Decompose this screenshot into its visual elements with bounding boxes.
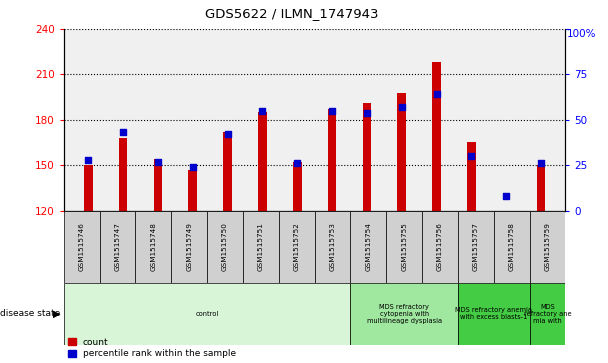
Bar xyxy=(171,211,207,283)
Bar xyxy=(458,211,494,283)
Bar xyxy=(64,283,350,345)
Bar xyxy=(100,211,136,283)
Bar xyxy=(279,211,315,283)
Point xyxy=(83,157,93,163)
Text: GSM1515746: GSM1515746 xyxy=(79,223,85,271)
Text: 100%: 100% xyxy=(567,29,596,39)
Text: GSM1515747: GSM1515747 xyxy=(114,223,120,271)
Bar xyxy=(350,283,458,345)
Bar xyxy=(84,165,92,211)
Bar xyxy=(154,159,162,211)
Bar xyxy=(467,143,475,211)
Text: GSM1515750: GSM1515750 xyxy=(222,223,228,271)
Text: GSM1515757: GSM1515757 xyxy=(473,223,479,271)
Text: ▶: ▶ xyxy=(54,309,61,319)
Bar xyxy=(530,283,565,345)
Bar xyxy=(350,211,386,283)
Bar xyxy=(362,103,371,211)
Text: GSM1515752: GSM1515752 xyxy=(294,223,300,271)
Bar xyxy=(258,112,267,211)
Bar xyxy=(207,211,243,283)
Bar xyxy=(136,211,171,283)
Text: GSM1515749: GSM1515749 xyxy=(186,223,192,271)
Text: GSM1515759: GSM1515759 xyxy=(545,223,550,271)
Point xyxy=(258,108,268,114)
Bar xyxy=(223,132,232,211)
Bar xyxy=(494,211,530,283)
Point xyxy=(502,193,511,199)
Text: control: control xyxy=(196,311,219,317)
Text: MDS refractory anemia
with excess blasts-1: MDS refractory anemia with excess blasts… xyxy=(455,307,532,321)
Text: disease state: disease state xyxy=(0,310,60,318)
Text: GSM1515751: GSM1515751 xyxy=(258,223,264,271)
Point xyxy=(153,159,163,164)
Bar xyxy=(398,93,406,211)
Text: GSM1515748: GSM1515748 xyxy=(150,223,156,271)
Point xyxy=(118,130,128,135)
Text: GSM1515755: GSM1515755 xyxy=(401,223,407,271)
Text: GDS5622 / ILMN_1747943: GDS5622 / ILMN_1747943 xyxy=(205,7,379,20)
Text: MDS
refractory ane
mia with: MDS refractory ane mia with xyxy=(523,304,572,324)
Bar xyxy=(64,211,100,283)
Bar xyxy=(315,211,350,283)
Point xyxy=(536,160,546,166)
Bar xyxy=(502,211,511,218)
Point xyxy=(466,153,476,159)
Bar xyxy=(243,211,279,283)
Bar xyxy=(328,109,336,211)
Bar xyxy=(119,138,128,211)
Bar xyxy=(432,62,441,211)
Point xyxy=(432,91,441,97)
Bar xyxy=(530,211,565,283)
Point xyxy=(223,131,232,137)
Bar xyxy=(537,165,545,211)
Bar xyxy=(386,211,422,283)
Bar xyxy=(293,162,302,211)
Bar xyxy=(188,170,197,211)
Point xyxy=(397,104,407,110)
Text: GSM1515758: GSM1515758 xyxy=(509,223,515,271)
Point xyxy=(188,164,198,170)
Bar xyxy=(422,211,458,283)
Bar xyxy=(458,283,530,345)
Point xyxy=(362,110,371,115)
Legend: count, percentile rank within the sample: count, percentile rank within the sample xyxy=(68,338,236,359)
Text: GSM1515753: GSM1515753 xyxy=(330,223,336,271)
Point xyxy=(292,160,302,166)
Point xyxy=(327,108,337,114)
Text: MDS refractory
cytopenia with
multilineage dysplasia: MDS refractory cytopenia with multilinea… xyxy=(367,304,442,324)
Text: GSM1515756: GSM1515756 xyxy=(437,223,443,271)
Text: GSM1515754: GSM1515754 xyxy=(365,223,371,271)
